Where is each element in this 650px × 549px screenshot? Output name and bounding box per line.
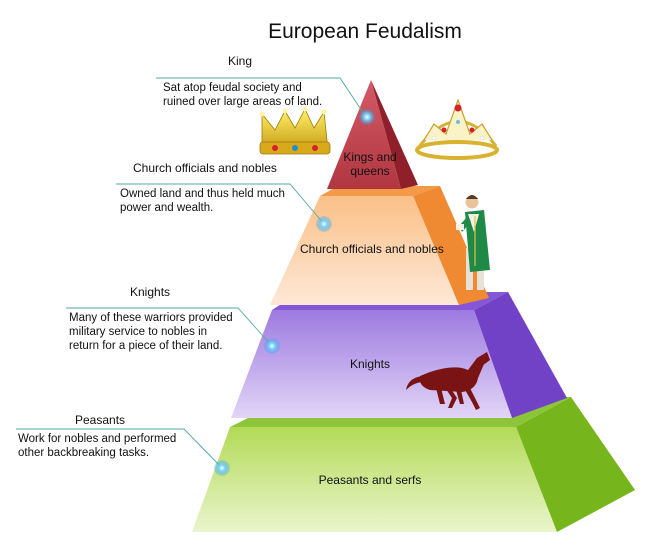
level-heading-king: King (228, 54, 253, 68)
gold-crown-icon (259, 106, 331, 155)
level-description-knights: Many of these warriors provided military… (69, 312, 233, 352)
tier-label-knights: Knights (349, 357, 391, 371)
level-description-church: Owned land and thus held much power and … (120, 188, 285, 214)
level-description-king: Sat atop feudal society and ruined over … (163, 82, 323, 108)
diagram-title: European Feudalism (268, 20, 462, 43)
priest-icon (456, 195, 490, 290)
marker-dots (214, 109, 375, 476)
level-heading-church: Church officials and nobles (133, 161, 277, 175)
level-heading-peasants: Peasants (75, 413, 126, 427)
leader-lines (16, 77, 367, 469)
level-description-peasants: Work for nobles and performed other back… (18, 433, 177, 459)
tier-label-king: Kings and queens (343, 150, 397, 178)
tier-knights-shape (231, 292, 567, 418)
tier-king-shape (327, 80, 418, 189)
horse-icon (406, 352, 490, 410)
tier-label-church: Church officials and nobles (300, 242, 444, 256)
tier-label-peasants: Peasants and serfs (318, 473, 422, 487)
tiara-icon (415, 98, 499, 160)
level-heading-knights: Knights (130, 285, 171, 299)
